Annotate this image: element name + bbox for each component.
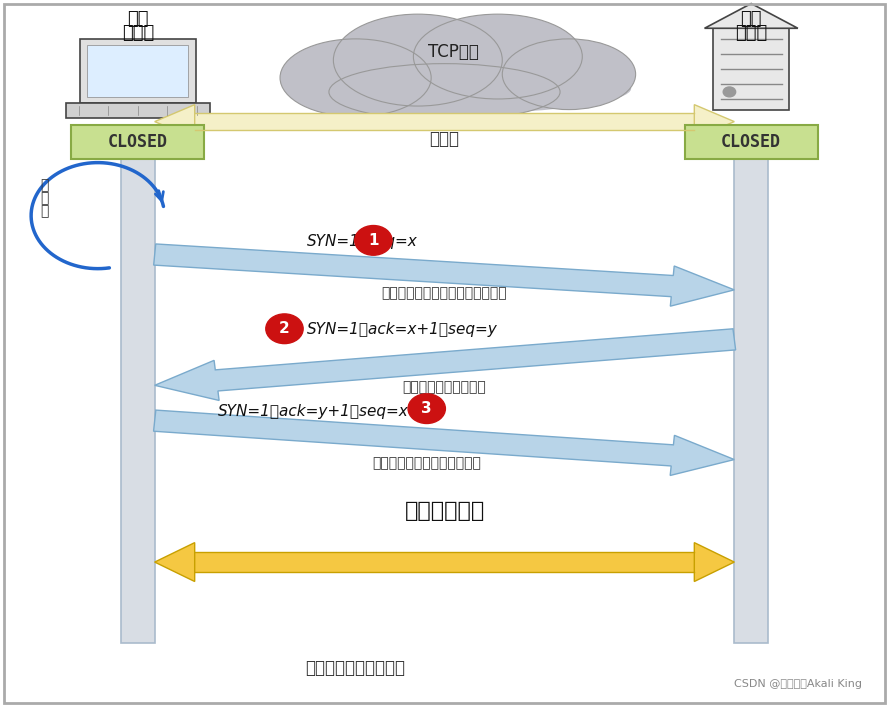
- Text: TCP连接: TCP连接: [428, 42, 479, 61]
- Text: 客户端: 客户端: [122, 24, 154, 42]
- Circle shape: [355, 226, 392, 255]
- Text: 男人: 男人: [127, 10, 148, 28]
- Text: SYN=1，ack=y+1，seq=x+1: SYN=1，ack=y+1，seq=x+1: [218, 404, 431, 419]
- Polygon shape: [154, 410, 734, 476]
- Circle shape: [266, 314, 303, 344]
- Text: 女人: 女人: [741, 10, 762, 28]
- Polygon shape: [154, 244, 734, 306]
- Text: 我也很欣赏你，好呀！: 我也很欣赏你，好呀！: [403, 380, 486, 395]
- Bar: [734, 148, 768, 643]
- Polygon shape: [694, 105, 734, 139]
- Bar: [714, 28, 789, 110]
- Bar: [195, 552, 694, 572]
- Ellipse shape: [333, 14, 502, 106]
- Text: SYN=1，ack=x+1，seq=y: SYN=1，ack=x+1，seq=y: [307, 322, 498, 337]
- Polygon shape: [705, 4, 798, 28]
- Ellipse shape: [502, 39, 636, 110]
- Text: 数据开始传输: 数据开始传输: [404, 501, 485, 521]
- Circle shape: [724, 87, 736, 97]
- Bar: [121, 148, 155, 643]
- Polygon shape: [155, 329, 735, 400]
- Polygon shape: [155, 543, 195, 581]
- Ellipse shape: [280, 39, 431, 117]
- Text: CLOSED: CLOSED: [721, 133, 781, 151]
- Circle shape: [408, 394, 445, 423]
- Text: 你长得很漂亮，咱俩处处对象吧！: 你长得很漂亮，咱俩处处对象吧！: [381, 286, 508, 300]
- Polygon shape: [155, 105, 195, 139]
- Text: 2: 2: [279, 321, 290, 337]
- Bar: [685, 125, 818, 159]
- Bar: [195, 113, 694, 130]
- Text: 半
连
接: 半 连 接: [40, 178, 49, 218]
- Text: 1: 1: [368, 233, 379, 248]
- Ellipse shape: [293, 64, 631, 113]
- Bar: [66, 103, 210, 118]
- Text: 服务端: 服务端: [735, 24, 767, 42]
- Text: 3: 3: [421, 401, 432, 416]
- Bar: [80, 39, 196, 103]
- Ellipse shape: [413, 14, 582, 99]
- Polygon shape: [694, 543, 734, 581]
- Text: CSDN @爱学习的Akali King: CSDN @爱学习的Akali King: [734, 679, 862, 689]
- Bar: [71, 125, 204, 159]
- Bar: [87, 45, 188, 97]
- Text: 太棒了，咱们一起去旅游去！: 太棒了，咱们一起去旅游去！: [372, 456, 481, 470]
- Text: SYN=1，seq=x: SYN=1，seq=x: [307, 234, 418, 249]
- Text: 互联网: 互联网: [429, 130, 460, 148]
- Ellipse shape: [329, 64, 560, 120]
- Text: 之后开始亲密的交往！: 之后开始亲密的交往！: [306, 659, 405, 677]
- Text: CLOSED: CLOSED: [108, 133, 168, 151]
